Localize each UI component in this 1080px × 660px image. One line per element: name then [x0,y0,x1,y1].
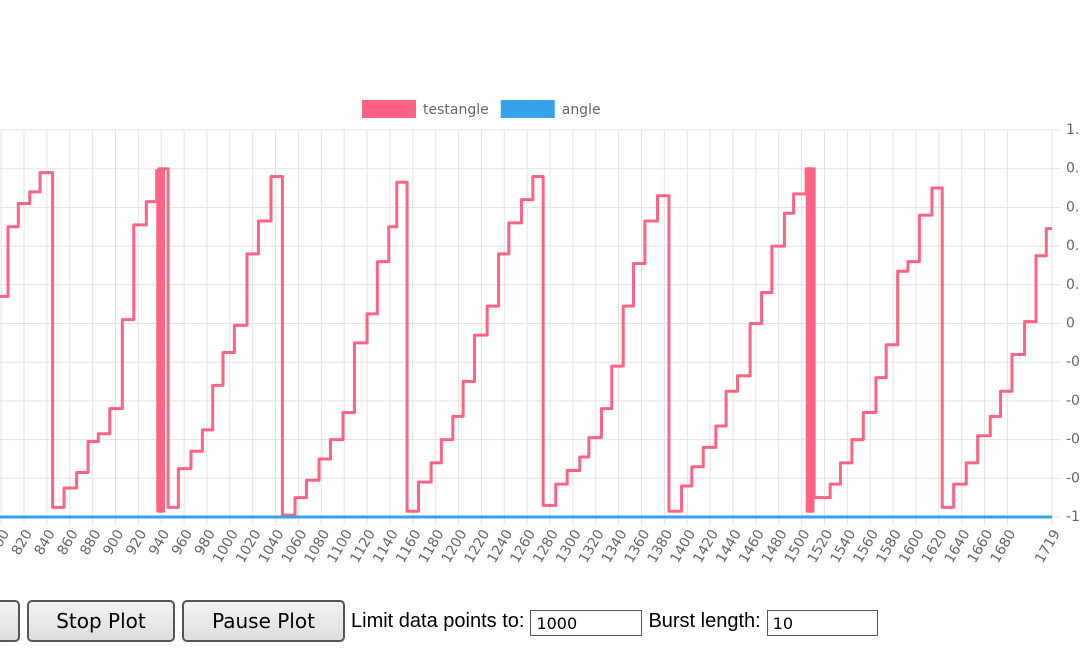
x-tick-label: 840 [32,527,59,558]
limit-input[interactable]: 1000 [530,610,643,636]
y-tick-label: -0.2 [1066,354,1080,370]
clipped-button[interactable] [0,600,20,642]
y-tick-label: 0.6 [1066,199,1080,215]
stop-button[interactable]: Stop Plot [27,600,175,642]
legend-label: testangle [423,102,489,118]
y-tick-label: -0.4 [1066,393,1080,409]
burst-input[interactable]: 10 [766,610,878,636]
x-tick-label: 860 [54,527,81,558]
y-tick-label: 0.2 [1066,277,1080,293]
controls: Stop Plot Pause Plot Limit data points t… [0,600,878,642]
x-tick-label: 960 [169,527,196,558]
y-tick-label: 1.0 [1066,122,1080,138]
x-tick-label: 800 [0,527,13,558]
x-tick-label: 1719 [1032,527,1064,566]
y-tick-label: -0.6 [1066,432,1080,448]
x-tick-label: 880 [77,527,104,558]
chart: 1.00.80.60.40.20-0.2-0.4-0.6-0.8-1.08008… [0,100,1080,566]
series-line [0,167,1052,517]
x-tick-label: 940 [146,527,173,558]
limit-label: Limit data points to: [351,609,525,632]
legend-swatch [500,100,555,118]
y-tick-label: -0.8 [1066,470,1080,486]
y-tick-label: 0 [1066,316,1075,332]
x-tick-label: 820 [9,527,36,558]
y-tick-label: 0.8 [1066,161,1080,177]
burst-label: Burst length: [648,609,761,632]
pause-button[interactable]: Pause Plot [182,600,345,642]
legend-swatch [362,100,416,118]
legend-label: angle [562,102,601,118]
y-tick-label: -1.0 [1066,509,1080,525]
y-tick-label: 0.4 [1066,238,1080,254]
x-tick-label: 920 [123,527,150,558]
x-tick-label: 900 [100,527,127,558]
